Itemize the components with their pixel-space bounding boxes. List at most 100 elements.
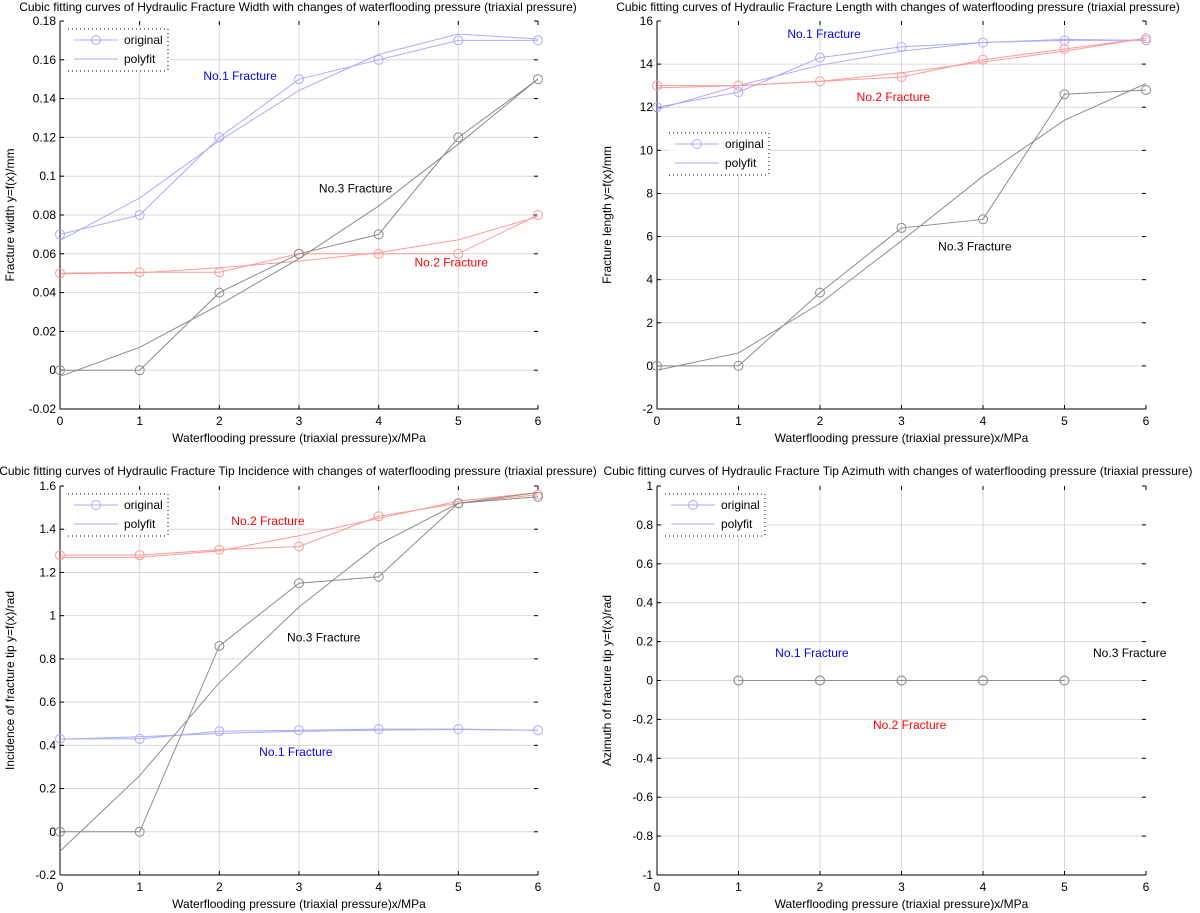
polyfit-line: [656, 83, 1147, 371]
y-tick-label: 0.1: [39, 169, 56, 183]
x-tick-label: 5: [1061, 414, 1068, 428]
data-point: [373, 229, 384, 240]
y-tick-label: 0.14: [33, 92, 57, 106]
legend-box: [67, 493, 169, 537]
x-tick-label: 3: [898, 880, 905, 894]
y-tick-label: -2: [642, 402, 653, 416]
data-point: [533, 491, 543, 502]
data-point: [533, 725, 543, 736]
data-point: [896, 675, 907, 686]
annotation-label: No.2 Fracture: [857, 90, 931, 104]
legend-original-marker: [692, 139, 702, 149]
y-tick-label: 0: [49, 825, 56, 839]
y-tick-label: 0.16: [33, 53, 57, 67]
x-tick-label: 2: [216, 880, 223, 894]
data-point: [453, 132, 464, 143]
x-axis-label: Waterflooding pressure (triaxial pressur…: [775, 897, 1029, 911]
annotation-label: No.3 Fracture: [319, 182, 393, 196]
data-point: [1059, 675, 1070, 686]
x-tick-label: 0: [57, 414, 64, 428]
legend-label-polyfit: polyfit: [721, 517, 753, 531]
annotation-label: No.2 Fracture: [231, 514, 305, 528]
chart-title: Cubic fitting curves of Hydraulic Fractu…: [19, 0, 577, 14]
data-point: [294, 578, 304, 589]
x-tick-label: 6: [1143, 880, 1150, 894]
y-tick-label: 0.4: [39, 738, 56, 752]
y-tick-label: 12: [640, 100, 654, 114]
legend-label-original: original: [721, 498, 760, 512]
data-point: [1141, 84, 1151, 95]
polyfit-line: [59, 216, 539, 275]
y-tick-label: 0.08: [33, 208, 57, 222]
data-point: [453, 35, 464, 46]
data-point: [214, 544, 225, 555]
x-tick-label: 3: [296, 880, 303, 894]
y-tick-label: 2: [646, 316, 653, 330]
x-axis-label: Waterflooding pressure (triaxial pressur…: [775, 431, 1029, 445]
annotation-label: No.2 Fracture: [415, 255, 489, 269]
data-point: [294, 74, 304, 85]
legend-original-marker: [91, 500, 101, 510]
original-line: [60, 728, 539, 740]
series-1: [55, 724, 543, 744]
y-tick-label: 0: [49, 363, 56, 377]
y-tick-label: 0.8: [636, 518, 653, 532]
data-point: [978, 54, 988, 65]
y-tick-label: -0.2: [632, 712, 653, 726]
data-point: [533, 35, 543, 46]
data-point: [134, 267, 145, 278]
data-point: [134, 826, 145, 837]
x-tick-label: 2: [817, 880, 824, 894]
data-point: [55, 550, 65, 561]
legend: original polyfit: [67, 28, 169, 72]
data-point: [214, 287, 225, 298]
data-point: [533, 210, 543, 220]
x-tick-label: 5: [455, 880, 462, 894]
y-tick-label: 6: [646, 230, 653, 244]
data-point: [815, 76, 825, 87]
x-tick-label: 0: [654, 414, 661, 428]
data-point: [55, 826, 65, 837]
data-point: [1059, 44, 1070, 55]
data-point: [733, 87, 744, 98]
series-3: [55, 491, 543, 852]
series-3: [652, 83, 1151, 371]
annotation-label: No.3 Fracture: [1093, 646, 1167, 660]
y-tick-label: 1: [646, 479, 653, 493]
y-axis-label: Fracture width y=f(x)/mm: [3, 148, 17, 281]
x-tick-label: 6: [535, 880, 542, 894]
data-point: [652, 102, 662, 113]
chart-panel-3: 0 1 2 3 4 5 6-0.200.20.40.60.811.21.41.6Cubic …: [0, 464, 597, 911]
y-tick-label: 1.2: [39, 565, 56, 579]
y-tick-label: 1: [49, 609, 56, 623]
x-tick-label: 6: [1143, 414, 1150, 428]
chart-panel-1: 0 1 2 3 4 5 6-0.0200.020.040.060.080.10.120.14…: [3, 0, 577, 445]
y-tick-label: 0.2: [636, 635, 653, 649]
data-point: [55, 229, 65, 240]
legend: original polyfit: [67, 493, 169, 537]
y-tick-label: -0.4: [632, 751, 653, 765]
y-tick-label: 10: [640, 143, 654, 157]
y-axis-label: Fracture length y=f(x)/mm: [600, 146, 614, 284]
x-tick-label: 1: [735, 414, 742, 428]
y-tick-label: 1.6: [39, 479, 56, 493]
data-point: [214, 267, 225, 278]
data-point: [373, 724, 384, 735]
chart-title: Cubic fitting curves of Hydraulic Fractu…: [616, 0, 1180, 14]
data-point: [1059, 89, 1070, 100]
annotation-label: No.1 Fracture: [787, 27, 861, 41]
data-point: [294, 725, 304, 736]
data-point: [55, 268, 65, 279]
data-point: [294, 248, 304, 259]
data-point: [134, 365, 145, 376]
annotation-label: No.2 Fracture: [873, 718, 947, 732]
y-axis-label: Azimuth of fracture tip y=f(x)/rad: [600, 595, 614, 766]
data-point: [134, 550, 145, 561]
x-tick-label: 2: [216, 414, 223, 428]
x-tick-label: 0: [57, 880, 64, 894]
data-point: [373, 54, 384, 65]
data-point: [978, 37, 988, 48]
y-tick-label: 0.12: [33, 130, 57, 144]
chart-title: Cubic fitting curves of Hydraulic Fractu…: [604, 464, 1193, 478]
